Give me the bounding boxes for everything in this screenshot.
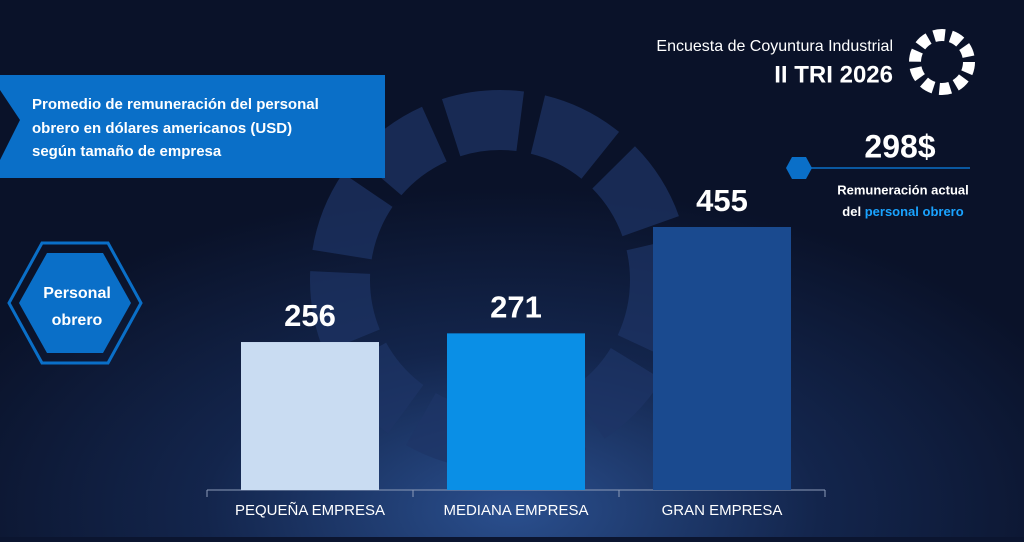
- chart-title: Promedio de remuneración del personal: [32, 96, 319, 113]
- kpi-marker: [786, 157, 812, 179]
- value-label: 455: [696, 183, 748, 218]
- kpi-highlight: personal obrero: [865, 204, 964, 219]
- kpi-caption: del personal obrero: [842, 204, 963, 219]
- badge: [19, 253, 131, 353]
- header-subtitle: Encuesta de Coyuntura Industrial: [656, 38, 893, 55]
- bar: [653, 227, 791, 490]
- value-label: 271: [490, 290, 542, 325]
- bar: [447, 333, 585, 490]
- header-period: II TRI 2026: [774, 61, 893, 88]
- kpi-caption: del: [842, 204, 861, 219]
- badge-text: Personal: [43, 285, 111, 302]
- chart-title: obrero en dólares americanos (USD): [32, 120, 292, 137]
- x-tick-label: PEQUEÑA EMPRESA: [235, 502, 385, 519]
- bar: [241, 342, 379, 490]
- badge-text: obrero: [52, 312, 103, 329]
- x-tick-label: GRAN EMPRESA: [662, 502, 783, 519]
- chart-title: según tamaño de empresa: [32, 143, 222, 160]
- badge-outline: [7, 241, 143, 365]
- value-label: 256: [284, 298, 336, 333]
- kpi-caption: Remuneración actual: [837, 182, 969, 197]
- kpi-value: 298$: [864, 128, 935, 164]
- logo: [909, 29, 975, 95]
- title-box: [0, 75, 385, 178]
- x-tick-label: MEDIANA EMPRESA: [443, 502, 588, 519]
